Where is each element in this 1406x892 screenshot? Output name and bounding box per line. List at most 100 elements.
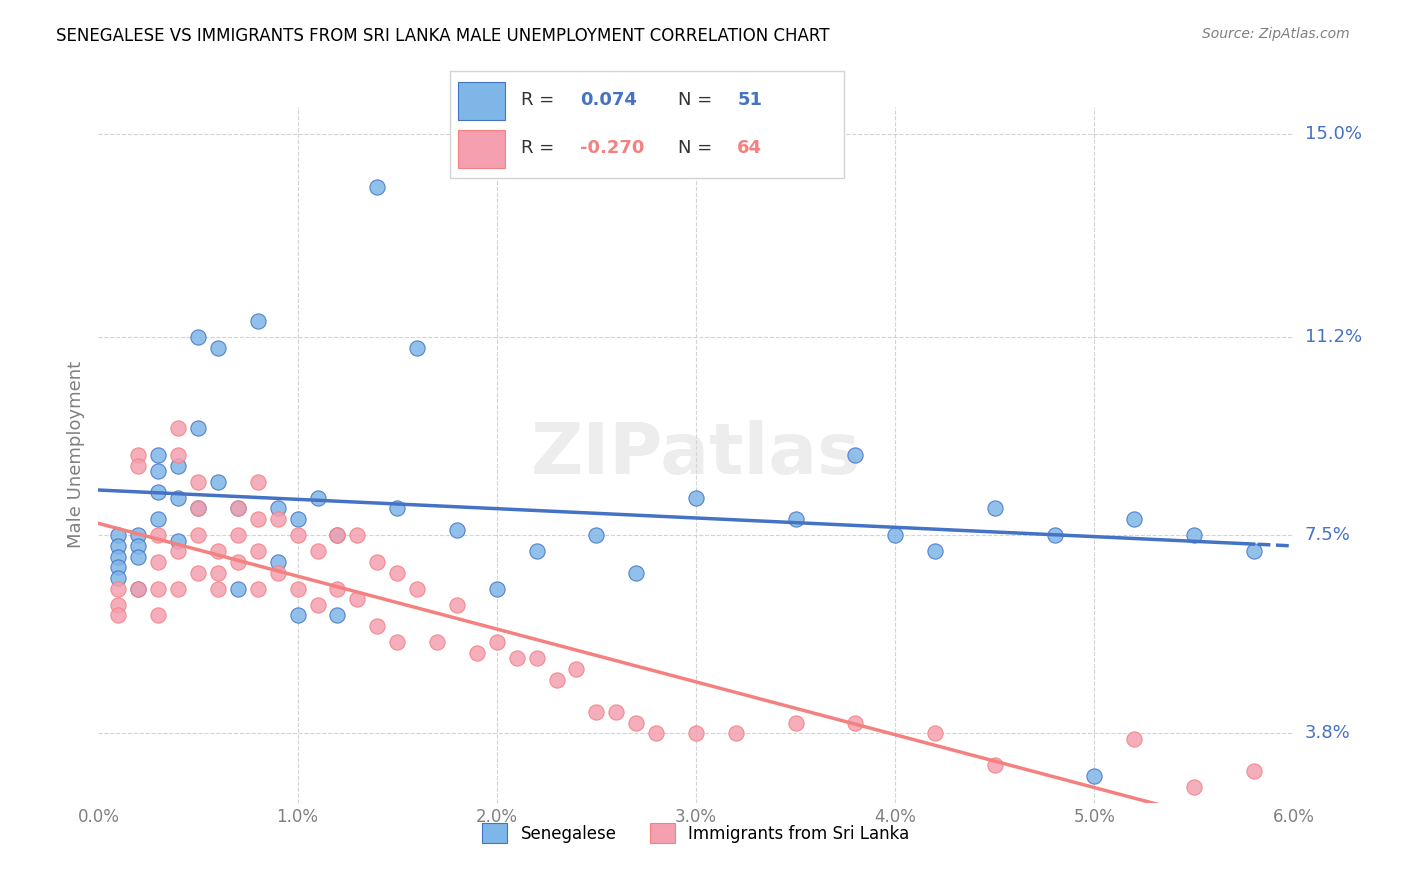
Point xyxy=(465,646,488,660)
Point xyxy=(187,330,209,344)
Text: 15.0%: 15.0% xyxy=(1305,125,1361,143)
Point xyxy=(187,528,209,542)
Point xyxy=(385,501,409,516)
Point xyxy=(148,512,170,526)
Point xyxy=(984,758,1007,772)
Point xyxy=(426,635,449,649)
Point xyxy=(187,501,209,516)
Point xyxy=(446,598,468,612)
Point xyxy=(785,512,807,526)
Point xyxy=(127,539,149,553)
Point xyxy=(167,544,190,558)
Point xyxy=(366,555,388,569)
Point xyxy=(605,705,627,719)
Point xyxy=(167,582,190,596)
Point xyxy=(267,501,290,516)
Point xyxy=(1123,731,1146,746)
Point xyxy=(167,533,190,548)
Point xyxy=(187,501,209,516)
Text: ZIPatlas: ZIPatlas xyxy=(531,420,860,490)
Point xyxy=(585,528,607,542)
Point xyxy=(167,448,190,462)
Text: 0.074: 0.074 xyxy=(579,91,637,109)
Point xyxy=(366,619,388,633)
Point xyxy=(127,582,149,596)
Point xyxy=(246,512,269,526)
Point xyxy=(107,608,129,623)
Point xyxy=(506,651,529,665)
Point xyxy=(526,544,548,558)
Point xyxy=(187,421,209,435)
Point xyxy=(107,549,129,564)
Point xyxy=(585,705,607,719)
Point xyxy=(1243,764,1265,778)
Point xyxy=(148,582,170,596)
Point xyxy=(246,314,269,328)
Point xyxy=(385,635,409,649)
Point xyxy=(148,608,170,623)
Point xyxy=(127,582,149,596)
Point xyxy=(246,475,269,489)
Point xyxy=(287,608,309,623)
Point xyxy=(287,528,309,542)
Point xyxy=(645,726,668,740)
Point xyxy=(844,448,866,462)
Text: N =: N = xyxy=(678,91,713,109)
Point xyxy=(326,528,349,542)
Point xyxy=(924,544,946,558)
Point xyxy=(366,180,388,194)
Point xyxy=(326,608,349,623)
Point xyxy=(107,582,129,596)
Point xyxy=(406,582,429,596)
Point xyxy=(167,458,190,473)
Text: -0.270: -0.270 xyxy=(579,139,644,157)
Point xyxy=(127,528,149,542)
Text: SENEGALESE VS IMMIGRANTS FROM SRI LANKA MALE UNEMPLOYMENT CORRELATION CHART: SENEGALESE VS IMMIGRANTS FROM SRI LANKA … xyxy=(56,27,830,45)
Point xyxy=(485,635,508,649)
Point xyxy=(107,539,129,553)
Point xyxy=(127,549,149,564)
Point xyxy=(924,726,946,740)
Point xyxy=(307,544,329,558)
Point xyxy=(506,127,529,141)
Point xyxy=(207,566,229,580)
Bar xyxy=(458,130,505,168)
Point xyxy=(446,523,468,537)
Point xyxy=(1182,528,1205,542)
Text: N =: N = xyxy=(678,139,713,157)
Point xyxy=(385,566,409,580)
Legend: Senegalese, Immigrants from Sri Lanka: Senegalese, Immigrants from Sri Lanka xyxy=(475,816,917,850)
Text: 51: 51 xyxy=(737,91,762,109)
Text: 7.5%: 7.5% xyxy=(1305,526,1351,544)
Point xyxy=(1123,512,1146,526)
Point xyxy=(226,582,249,596)
Point xyxy=(346,592,368,607)
Point xyxy=(626,715,648,730)
Point xyxy=(246,544,269,558)
Point xyxy=(207,544,229,558)
Point xyxy=(148,464,170,478)
Point xyxy=(148,528,170,542)
Point xyxy=(226,528,249,542)
Point xyxy=(546,673,568,687)
Point xyxy=(685,726,707,740)
Point xyxy=(984,501,1007,516)
Text: 64: 64 xyxy=(737,139,762,157)
FancyBboxPatch shape xyxy=(450,71,844,178)
Point xyxy=(406,341,429,355)
Point xyxy=(107,598,129,612)
Point xyxy=(127,448,149,462)
Point xyxy=(148,555,170,569)
Point xyxy=(267,555,290,569)
Point xyxy=(167,491,190,505)
Point xyxy=(207,475,229,489)
Point xyxy=(626,566,648,580)
Point xyxy=(724,726,747,740)
Point xyxy=(346,528,368,542)
Point xyxy=(326,528,349,542)
Point xyxy=(148,448,170,462)
Point xyxy=(187,566,209,580)
Text: R =: R = xyxy=(520,91,554,109)
Point xyxy=(246,582,269,596)
Point xyxy=(207,341,229,355)
